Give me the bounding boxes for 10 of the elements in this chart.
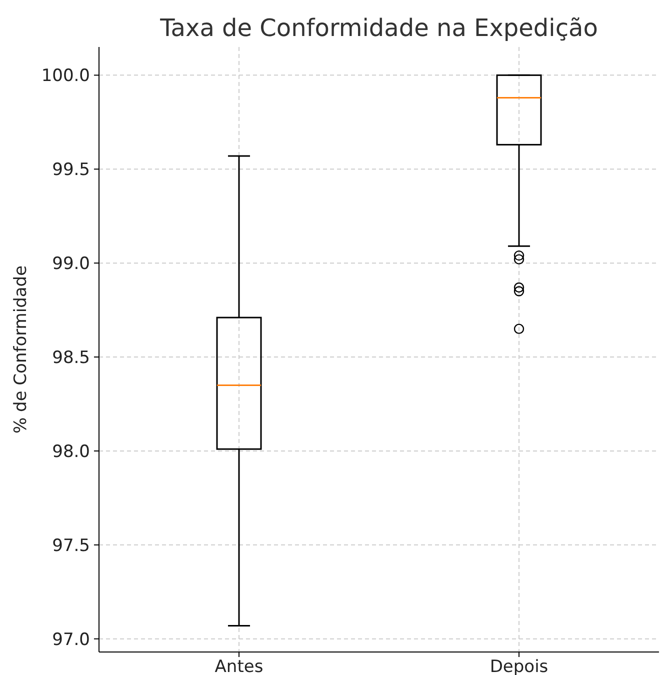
y-tick-label: 99.5 — [52, 160, 90, 180]
y-tick-label: 97.0 — [52, 630, 90, 650]
y-axis-title: % de Conformidade — [11, 265, 31, 434]
y-tick-label: 97.5 — [52, 536, 90, 556]
y-tick-label: 99.0 — [52, 254, 90, 274]
y-tick-label: 100.0 — [41, 66, 90, 86]
chart-title: Taxa de Conformidade na Expedição — [159, 14, 598, 42]
y-tick-label: 98.5 — [52, 348, 90, 368]
x-tick-label: Antes — [214, 657, 264, 675]
y-tick-label: 98.0 — [52, 442, 90, 462]
